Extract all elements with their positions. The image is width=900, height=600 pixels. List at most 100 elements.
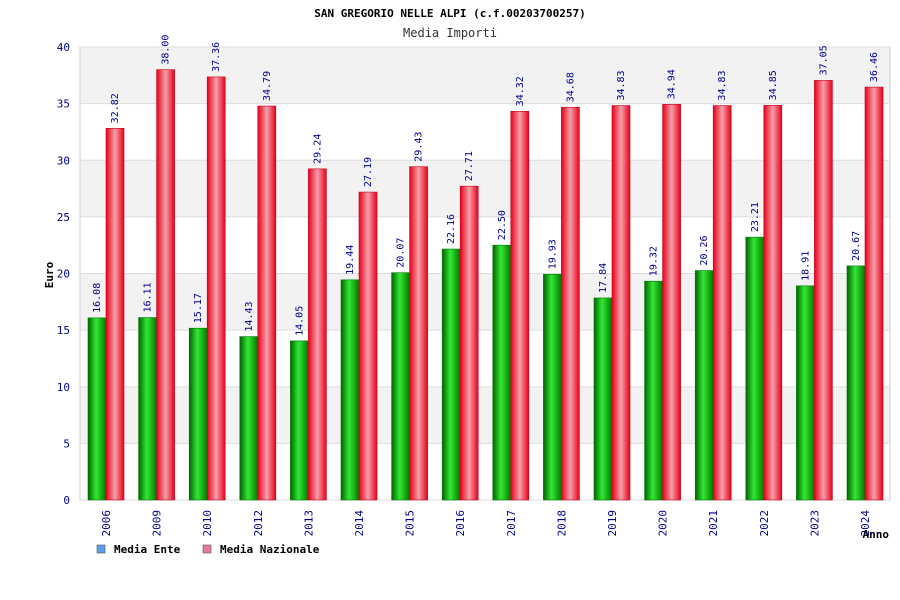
legend-swatch — [96, 544, 106, 554]
data-label: 29.43 — [414, 132, 425, 162]
data-label: 22.50 — [497, 210, 508, 240]
bar-media-ente — [441, 248, 461, 501]
bar-media-ente — [745, 236, 765, 501]
data-label: 34.68 — [565, 72, 576, 102]
bar-media-nazionale — [206, 76, 226, 501]
bar-media-ente — [796, 285, 815, 501]
legend-swatch — [202, 544, 212, 554]
data-label: 15.17 — [193, 293, 204, 323]
data-label: 27.19 — [363, 157, 374, 187]
bar-media-ente — [593, 297, 613, 501]
bars — [87, 69, 884, 501]
bar-media-ente — [543, 273, 562, 501]
x-tick-label: 2021 — [707, 510, 720, 537]
x-tick-label: 2013 — [302, 510, 315, 537]
y-tick-label: 15 — [57, 324, 70, 337]
data-label: 23.21 — [750, 202, 761, 232]
data-label: 34.85 — [768, 70, 779, 100]
bar-media-ente — [138, 317, 157, 501]
data-label: 19.93 — [547, 239, 558, 269]
y-tick-label: 25 — [57, 211, 70, 224]
bar-media-ente — [492, 244, 512, 501]
bar-media-nazionale — [409, 166, 428, 501]
bar-media-nazionale — [814, 80, 833, 501]
y-axis-label: Euro — [43, 261, 56, 288]
legend-label: Media Nazionale — [220, 543, 320, 556]
legend-label: Media Ente — [114, 543, 181, 556]
x-tick-label: 2020 — [657, 510, 670, 537]
bar-media-nazionale — [561, 106, 580, 501]
bar-media-ente — [87, 317, 107, 501]
data-label: 19.44 — [345, 245, 356, 275]
data-label: 22.16 — [446, 214, 457, 244]
x-tick-label: 2006 — [100, 510, 113, 537]
bar-media-ente — [391, 272, 410, 501]
chart-title: SAN GREGORIO NELLE ALPI (c.f.00203700257… — [314, 7, 586, 20]
data-label: 34.94 — [667, 69, 678, 99]
y-axis-ticks: 0 5 10 15 20 25 30 35 40 — [57, 41, 70, 507]
bar-media-nazionale — [257, 105, 277, 501]
legend: Media Ente Media Nazionale — [96, 543, 320, 556]
bar-media-nazionale — [510, 111, 530, 501]
bar-media-nazionale — [712, 105, 732, 501]
bar-media-ente — [239, 336, 259, 501]
data-label: 38.00 — [161, 35, 172, 65]
x-tick-label: 2012 — [252, 510, 265, 537]
bar-media-nazionale — [105, 128, 125, 501]
data-label: 37.36 — [211, 42, 222, 72]
bar-media-ente — [644, 280, 663, 501]
data-label: 34.83 — [717, 70, 728, 100]
bar-media-nazionale — [763, 105, 783, 501]
data-label: 27.71 — [464, 151, 475, 181]
y-tick-label: 5 — [63, 437, 70, 450]
x-tick-label: 2024 — [859, 510, 872, 537]
data-label: 34.83 — [616, 70, 627, 100]
data-label: 14.05 — [294, 306, 305, 336]
data-label: 20.67 — [851, 231, 862, 261]
bar-media-nazionale — [156, 69, 175, 501]
bar-media-ente — [340, 279, 360, 501]
x-tick-label: 2018 — [555, 510, 568, 537]
data-label: 19.32 — [649, 246, 660, 276]
data-label: 18.91 — [800, 251, 811, 281]
bar-media-nazionale — [358, 191, 378, 501]
data-label: 34.79 — [262, 71, 273, 101]
data-label: 20.07 — [396, 238, 407, 268]
bar-media-nazionale — [662, 104, 681, 501]
y-tick-label: 20 — [57, 268, 70, 281]
y-tick-label: 10 — [57, 381, 70, 394]
x-tick-label: 2010 — [201, 510, 214, 537]
data-label: 34.32 — [515, 76, 526, 106]
y-tick-label: 0 — [63, 494, 70, 507]
bar-media-nazionale — [459, 185, 479, 501]
data-label: 16.08 — [92, 283, 103, 313]
data-label: 29.24 — [312, 134, 323, 164]
x-axis-label: Anno — [863, 528, 890, 541]
x-tick-label: 2014 — [353, 510, 366, 537]
bar-media-nazionale — [308, 168, 327, 501]
y-tick-label: 30 — [57, 154, 70, 167]
x-tick-label: 2017 — [505, 510, 518, 537]
bar-media-ente — [188, 327, 208, 501]
x-tick-label: 2016 — [454, 510, 467, 537]
data-labels: 16.08 32.82 16.11 38.00 15.17 37.36 14.43 34.79… — [92, 35, 880, 336]
data-label: 14.43 — [244, 301, 255, 331]
chart-subtitle: Media Importi — [403, 26, 497, 40]
bar-media-nazionale — [611, 105, 631, 501]
y-tick-label: 40 — [57, 41, 70, 54]
x-tick-label: 2019 — [606, 510, 619, 537]
data-label: 16.11 — [143, 282, 154, 312]
data-label: 37.05 — [818, 45, 829, 75]
bar-media-ente — [846, 265, 866, 501]
y-tick-label: 35 — [57, 98, 70, 111]
bar-media-nazionale — [864, 86, 884, 501]
x-tick-label: 2009 — [151, 510, 164, 537]
bar-media-ente — [694, 270, 714, 501]
x-axis-ticks: 2006 2009 2010 2012 2013 2014 2015 2016 2017 2018… — [100, 510, 872, 537]
data-label: 20.26 — [699, 235, 710, 265]
x-tick-label: 2023 — [808, 510, 821, 537]
x-tick-label: 2022 — [758, 510, 771, 537]
data-label: 36.46 — [869, 52, 880, 82]
data-label: 17.84 — [598, 263, 609, 293]
